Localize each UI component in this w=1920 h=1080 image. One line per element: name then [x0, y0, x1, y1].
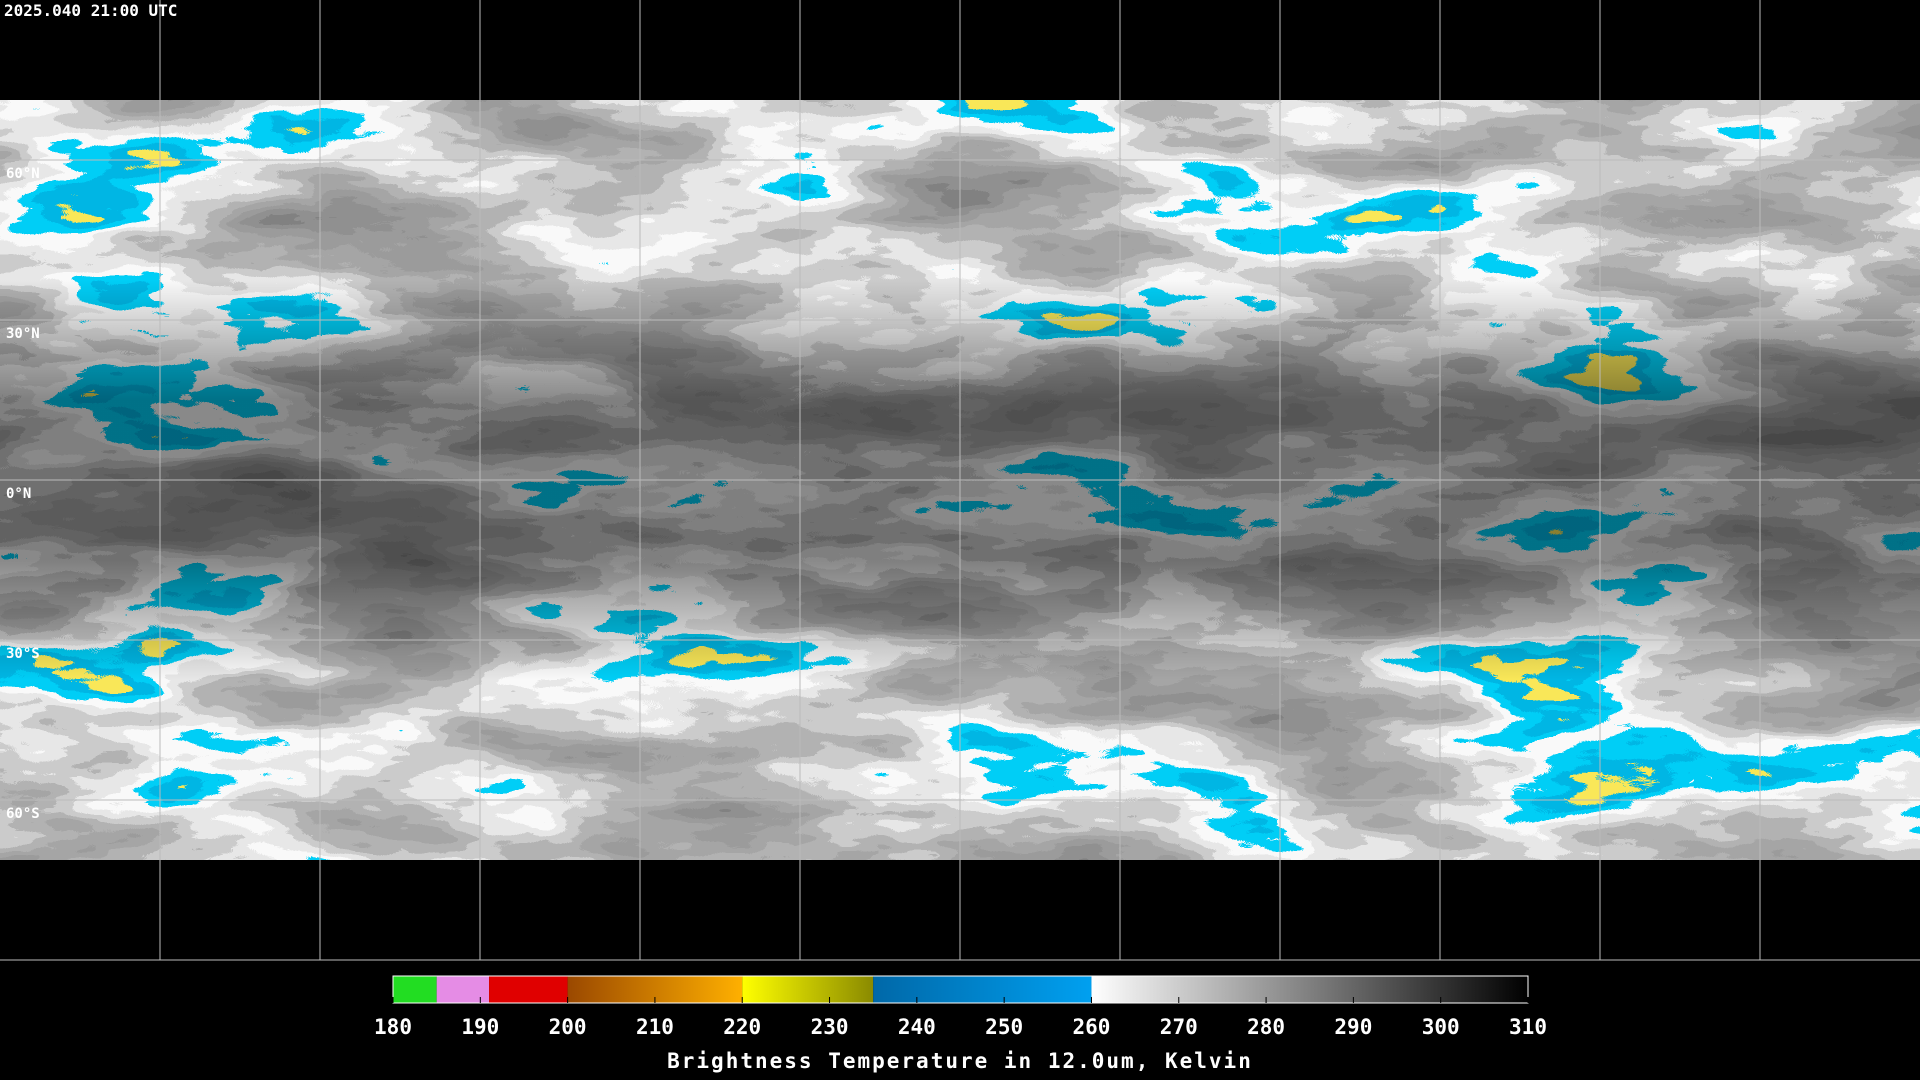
- colorbar-tick-label: 300: [1422, 1015, 1460, 1039]
- colorbar-tick-label: 230: [811, 1015, 849, 1039]
- timestamp: 2025.040 21:00 UTC: [4, 1, 177, 20]
- colorbar-tick-label: 220: [723, 1015, 761, 1039]
- lat-label: 60°S: [6, 806, 40, 822]
- lat-label: 60°N: [6, 166, 40, 182]
- colorbar-tick-label: 180: [374, 1015, 412, 1039]
- colorbar-segment: [489, 976, 568, 1003]
- colorbar-frame: [392, 975, 1529, 1004]
- colorbar-segment: [436, 976, 490, 1003]
- colorbar-segment: [393, 976, 437, 1003]
- colorbar-tick-label: 290: [1334, 1015, 1372, 1039]
- colorbar-title: Brightness Temperature in 12.0um, Kelvin: [667, 1049, 1253, 1073]
- colorbar-tick-label: 310: [1509, 1015, 1547, 1039]
- lat-label: 30°N: [6, 326, 40, 342]
- colorbar-tick-label: 240: [898, 1015, 936, 1039]
- lat-label: 30°S: [6, 646, 40, 662]
- colorbar-tick-label: 210: [636, 1015, 674, 1039]
- colorbar-segment: [873, 976, 1092, 1003]
- lat-label: 0°N: [6, 486, 31, 502]
- colorbar-tick-label: 270: [1160, 1015, 1198, 1039]
- colorbar-tick-label: 250: [985, 1015, 1023, 1039]
- graticule: [0, 0, 1920, 960]
- colorbar-tick-label: 190: [461, 1015, 499, 1039]
- colorbar-tick-label: 260: [1072, 1015, 1110, 1039]
- colorbar-segment: [1091, 976, 1528, 1003]
- colorbar-tick-label: 280: [1247, 1015, 1285, 1039]
- colorbar-tick-label: 200: [549, 1015, 587, 1039]
- colorbar-segment: [742, 976, 874, 1003]
